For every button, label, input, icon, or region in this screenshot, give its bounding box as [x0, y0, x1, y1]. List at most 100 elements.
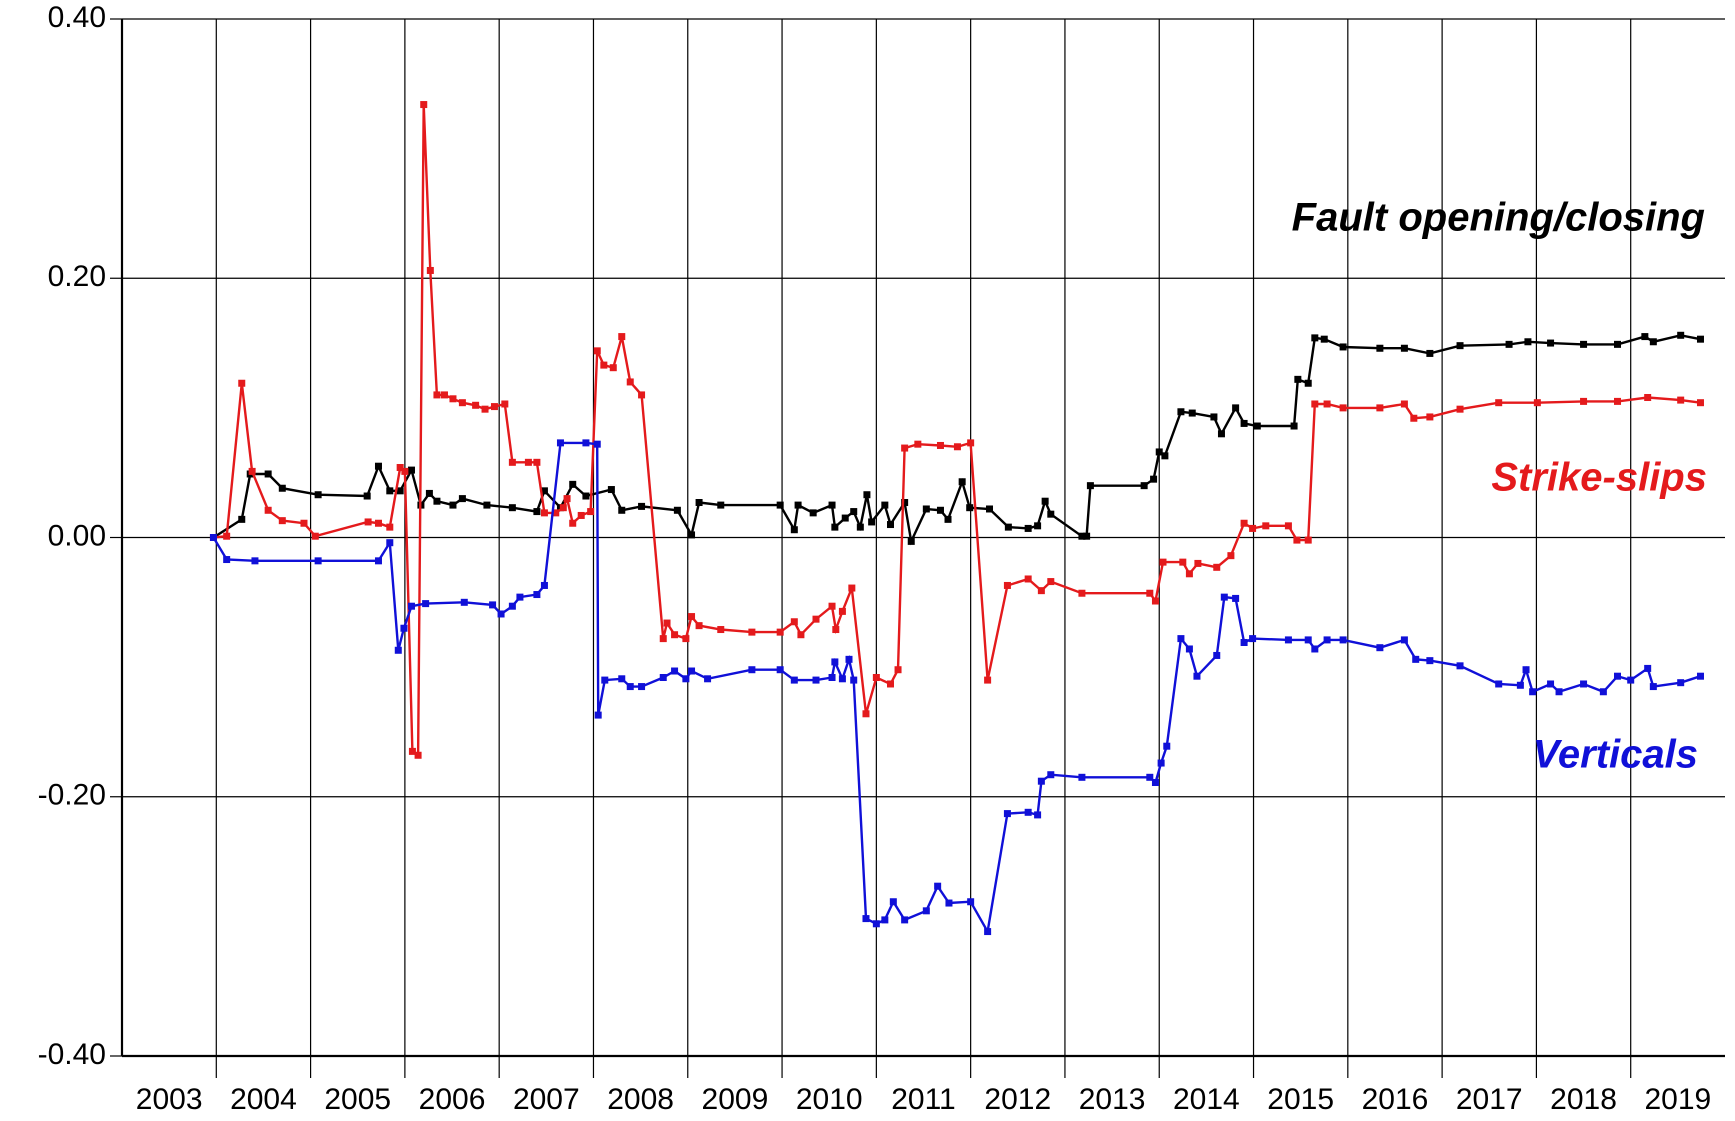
- point: [433, 391, 441, 399]
- point: [618, 506, 626, 514]
- x-tick-label: 2012: [984, 1083, 1051, 1116]
- point: [1078, 773, 1086, 781]
- point: [458, 399, 466, 407]
- point: [374, 519, 382, 527]
- point: [386, 539, 394, 547]
- point: [845, 655, 853, 663]
- x-tick-label: 2017: [1456, 1083, 1523, 1116]
- point: [533, 508, 541, 516]
- point: [688, 531, 696, 539]
- point: [1644, 664, 1652, 672]
- point: [587, 508, 595, 516]
- point: [1320, 335, 1328, 343]
- point: [449, 501, 457, 509]
- point: [967, 898, 975, 906]
- point: [1614, 672, 1622, 680]
- point: [396, 487, 404, 495]
- point: [1696, 672, 1704, 680]
- series-label: Fault opening/closing: [1292, 196, 1705, 240]
- point: [907, 537, 915, 545]
- point: [264, 470, 272, 478]
- point: [1555, 688, 1563, 696]
- point: [1522, 666, 1530, 674]
- point: [607, 486, 615, 494]
- point: [1155, 448, 1163, 456]
- point: [638, 502, 646, 510]
- point: [831, 658, 839, 666]
- point: [449, 395, 457, 403]
- point: [1240, 519, 1248, 527]
- point: [1456, 662, 1464, 670]
- point: [850, 676, 858, 684]
- y-tick-label: 0.00: [48, 519, 106, 552]
- point: [901, 499, 909, 507]
- point: [659, 673, 667, 681]
- point: [364, 518, 372, 526]
- series-line: [212, 441, 1701, 936]
- point: [540, 509, 548, 517]
- point: [886, 680, 894, 688]
- point: [569, 480, 577, 488]
- point: [1003, 810, 1011, 818]
- point: [1376, 644, 1384, 652]
- point: [695, 622, 703, 630]
- point: [1304, 536, 1312, 544]
- point: [593, 347, 601, 355]
- point: [1078, 589, 1086, 597]
- point: [1304, 636, 1312, 644]
- point: [420, 101, 428, 109]
- point: [400, 624, 408, 632]
- point: [582, 439, 590, 447]
- point: [832, 626, 840, 634]
- point: [374, 462, 382, 470]
- point: [425, 489, 433, 497]
- point: [1146, 589, 1154, 597]
- point: [838, 675, 846, 683]
- point: [1024, 575, 1032, 583]
- point: [508, 504, 516, 512]
- point: [1580, 340, 1588, 348]
- point: [540, 487, 548, 495]
- point: [828, 501, 836, 509]
- point: [889, 898, 897, 906]
- series-label: Strike-slips: [1491, 456, 1707, 500]
- point: [559, 504, 567, 512]
- point: [1547, 680, 1555, 688]
- point: [601, 676, 609, 684]
- point: [577, 511, 585, 519]
- point: [1249, 635, 1257, 643]
- point: [1253, 422, 1261, 430]
- point: [794, 501, 802, 509]
- point: [776, 628, 784, 636]
- point: [856, 523, 864, 531]
- point: [238, 515, 246, 523]
- point: [569, 519, 577, 527]
- point: [1311, 334, 1319, 342]
- point: [1614, 340, 1622, 348]
- point: [223, 556, 231, 564]
- point: [394, 646, 402, 654]
- point: [386, 523, 394, 531]
- point: [1426, 413, 1434, 421]
- x-tick-label: 2013: [1079, 1083, 1146, 1116]
- point: [1146, 773, 1154, 781]
- point: [1311, 400, 1319, 408]
- point: [914, 440, 922, 448]
- point: [1037, 777, 1045, 785]
- point: [945, 899, 953, 907]
- point: [872, 673, 880, 681]
- y-tick-label: -0.40: [38, 1038, 106, 1071]
- point: [1627, 676, 1635, 684]
- point: [1249, 524, 1257, 532]
- x-tick-label: 2006: [419, 1083, 486, 1116]
- point: [396, 464, 404, 472]
- y-tick-label: 0.20: [48, 260, 106, 293]
- point: [831, 523, 839, 531]
- point: [1177, 635, 1185, 643]
- point: [1696, 335, 1704, 343]
- point: [1426, 657, 1434, 665]
- x-tick-label: 2008: [607, 1083, 674, 1116]
- point: [862, 710, 870, 718]
- point: [1456, 405, 1464, 413]
- series-label: Verticals: [1533, 733, 1698, 777]
